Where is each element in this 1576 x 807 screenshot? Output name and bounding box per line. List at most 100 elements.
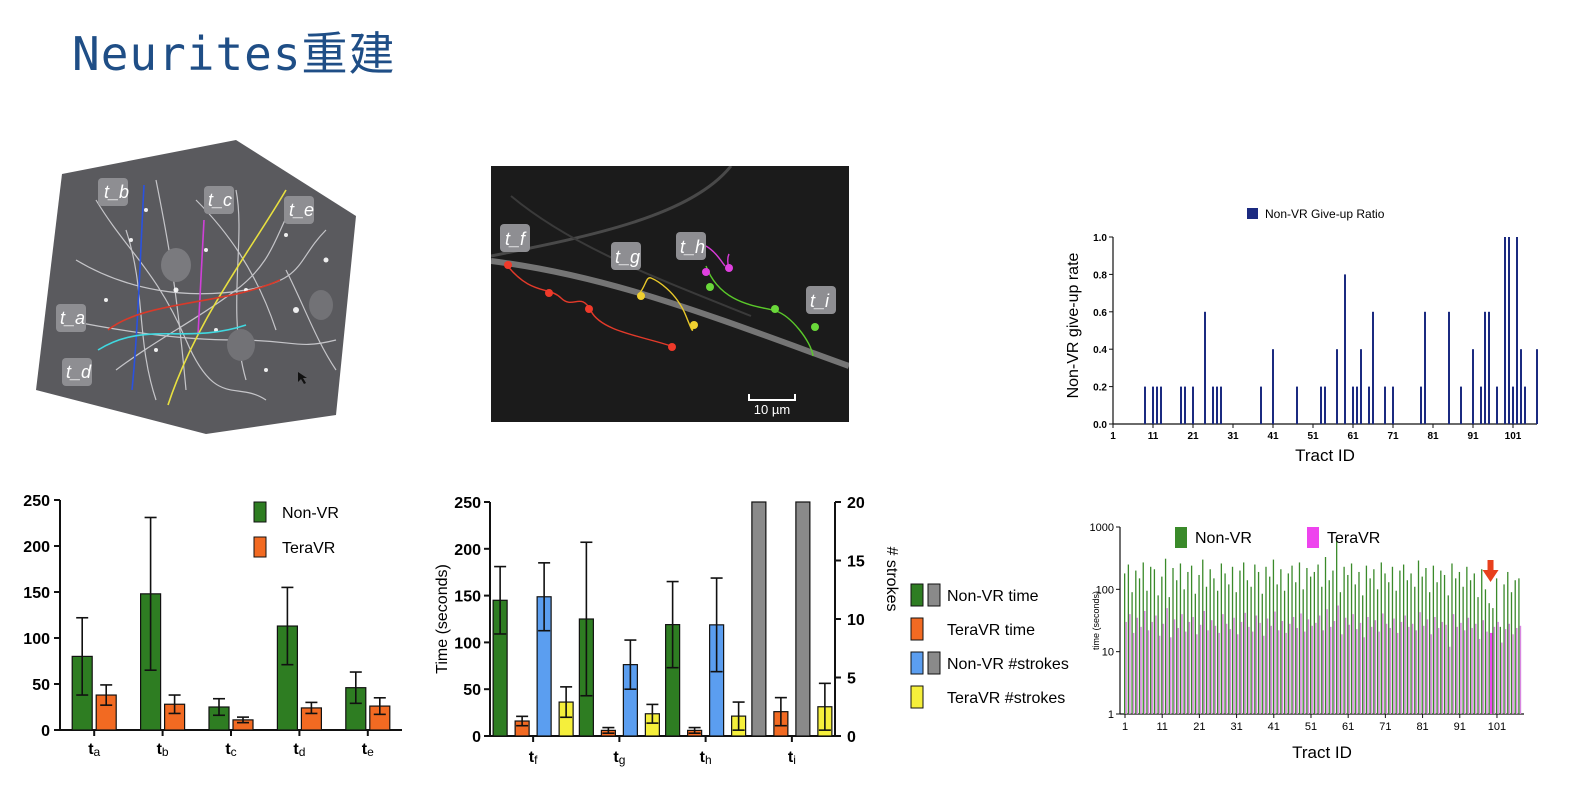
x-tick-label: tg — [613, 749, 625, 767]
bar-teravr-77 — [1408, 626, 1410, 714]
bar-nonvr-62 — [1350, 563, 1353, 714]
y-tick-label: 1 — [1108, 709, 1114, 721]
bar-teravr-90 — [1456, 626, 1458, 714]
bar-tract-85 — [1448, 311, 1450, 424]
x-tick-label: 31 — [1230, 721, 1242, 733]
bar-teravr-98 — [1486, 631, 1488, 714]
bar-teravr-101 — [1497, 621, 1499, 714]
bar-teravr-44 — [1285, 632, 1287, 714]
bar-nonvr-33 — [1243, 562, 1245, 714]
x-tick-label: 101 — [1505, 431, 1522, 442]
legend-swatch — [910, 617, 924, 641]
x-tick-label: 11 — [1148, 431, 1159, 442]
y-tick-label: 10 — [1102, 647, 1114, 659]
legend-swatch — [253, 501, 267, 523]
bar-nonvr-34 — [1246, 580, 1249, 714]
bar-nonvr-76 — [1402, 564, 1405, 714]
bar-teravr-1 — [1125, 621, 1127, 714]
bar-nonvr-19 — [1190, 565, 1193, 714]
bar-teravr-94 — [1471, 627, 1473, 714]
bar-nonvr-23 — [1205, 586, 1208, 714]
bar-teravr-14 — [1173, 619, 1176, 714]
bar-nonvr-97 — [1481, 569, 1483, 714]
x-tick-label: 1 — [1122, 721, 1128, 733]
bar-teravr-59 — [1341, 634, 1343, 714]
bar-nonvr-69 — [1376, 589, 1379, 714]
chart-b: 0 50 100 150 200 250 0 5 10 15 20 Time (seconds) # s… — [434, 495, 1069, 767]
bar-nonvr-101 — [1495, 578, 1498, 714]
bar-nonvr-11 — [1161, 576, 1163, 714]
y-tick-label: 100 — [23, 631, 50, 648]
bar-nonvr-96 — [1477, 597, 1479, 714]
x-tick-label: 41 — [1268, 721, 1280, 733]
x-tick-label: 1 — [1110, 431, 1116, 442]
bar-teravr-40 — [1270, 625, 1272, 714]
bar-teravr-53 — [1318, 615, 1321, 714]
bar-teravr-9 — [1155, 615, 1157, 714]
bar-teravr-65 — [1363, 637, 1365, 714]
bar-nonvr-43 — [1280, 569, 1282, 714]
bar-nonvr-103 — [1503, 584, 1505, 714]
x-tick-label: 101 — [1488, 721, 1506, 733]
bar-tract-91 — [1472, 349, 1474, 424]
bar-teravr-93 — [1467, 617, 1470, 714]
bar-teravr-36 — [1255, 615, 1258, 714]
bar-nonvr-14 — [1172, 567, 1174, 714]
bar-nonvr-37 — [1257, 571, 1260, 714]
bar-nonvr-55 — [1324, 557, 1327, 714]
y-axis-label: Time (seconds) — [434, 564, 451, 674]
x-tick-label: 61 — [1342, 721, 1354, 733]
bar-nonvr-85 — [1436, 582, 1438, 714]
bar-teravr-100 — [1493, 626, 1496, 714]
bar-nonvr-66 — [1365, 565, 1368, 714]
x-tick-label: ta — [88, 741, 100, 759]
bar-nonvr-7 — [1146, 590, 1148, 714]
bar-tract-54 — [1324, 386, 1326, 424]
bar-teravr-22 — [1203, 610, 1206, 714]
bar-nonvr-87 — [1443, 574, 1446, 714]
chart-a: 0 50 100 150 200 250 ta tb tc td te Non-VR TeraVR — [23, 493, 402, 759]
bar-nonvr-44 — [1283, 590, 1286, 714]
bar-teravr-51 — [1311, 625, 1313, 714]
bar-nonvr-63 — [1354, 584, 1356, 714]
x-axis-label: Tract ID — [1295, 446, 1355, 465]
bar-teravr-21 — [1199, 624, 1202, 714]
bar-teravr-4 — [1136, 617, 1139, 714]
bar-nonvr-58 — [1336, 540, 1338, 714]
bar-nonvr-1 — [1124, 573, 1126, 714]
legend-label: Non-VR Give-up Ratio — [1265, 207, 1385, 221]
bar-nonvr-83 — [1429, 592, 1431, 714]
bar-tract-63 — [1360, 349, 1362, 424]
bar-teravr-24 — [1210, 620, 1213, 714]
bar-non-vr-strokes-ti — [795, 501, 811, 737]
bar-teravr-5 — [1140, 626, 1142, 714]
bar-teravr-107 — [1519, 625, 1522, 714]
bar-nonvr-61 — [1347, 574, 1349, 714]
bar-nonvr-84 — [1432, 565, 1435, 714]
bar-nonvr-80 — [1417, 560, 1420, 714]
bar-teravr-67 — [1370, 626, 1373, 714]
y-tick-label: 1.0 — [1093, 233, 1107, 244]
bar-teravr-47 — [1296, 627, 1299, 714]
legend-label: TeraVR time — [947, 622, 1035, 639]
bar-tract-28 — [1220, 386, 1222, 424]
x-tick-label: ti — [788, 749, 796, 767]
x-tick-label: 31 — [1227, 431, 1239, 442]
bar-nonvr-48 — [1298, 562, 1301, 714]
y-tick-label: 200 — [454, 542, 481, 559]
bar-nonvr-71 — [1384, 573, 1386, 714]
x-tick-label: 91 — [1467, 431, 1479, 442]
bar-nonvr-68 — [1373, 569, 1375, 714]
bar-tract-13 — [1160, 386, 1162, 424]
x-tick-label: 81 — [1416, 721, 1428, 733]
bar-nonvr-72 — [1388, 582, 1390, 714]
bar-tract-38 — [1260, 386, 1262, 424]
bar-nonvr-42 — [1276, 584, 1278, 714]
bar-nonvr-36 — [1254, 564, 1256, 714]
bar-teravr-26 — [1218, 632, 1220, 714]
bar-teravr-106 — [1515, 627, 1518, 714]
x-axis-label: Tract ID — [1292, 743, 1352, 762]
neuron-3d-image: t_b t_c t_e t_a t_d — [36, 140, 356, 434]
y-tick-label: 0 — [41, 723, 50, 740]
bar-nonvr-12 — [1164, 558, 1167, 714]
